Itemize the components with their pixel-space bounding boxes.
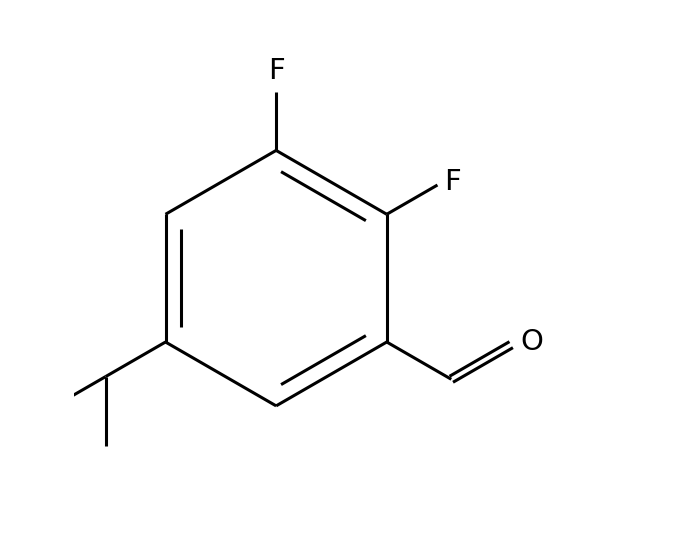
Text: F: F [268, 57, 284, 86]
Text: F: F [444, 169, 461, 196]
Text: O: O [521, 328, 543, 356]
